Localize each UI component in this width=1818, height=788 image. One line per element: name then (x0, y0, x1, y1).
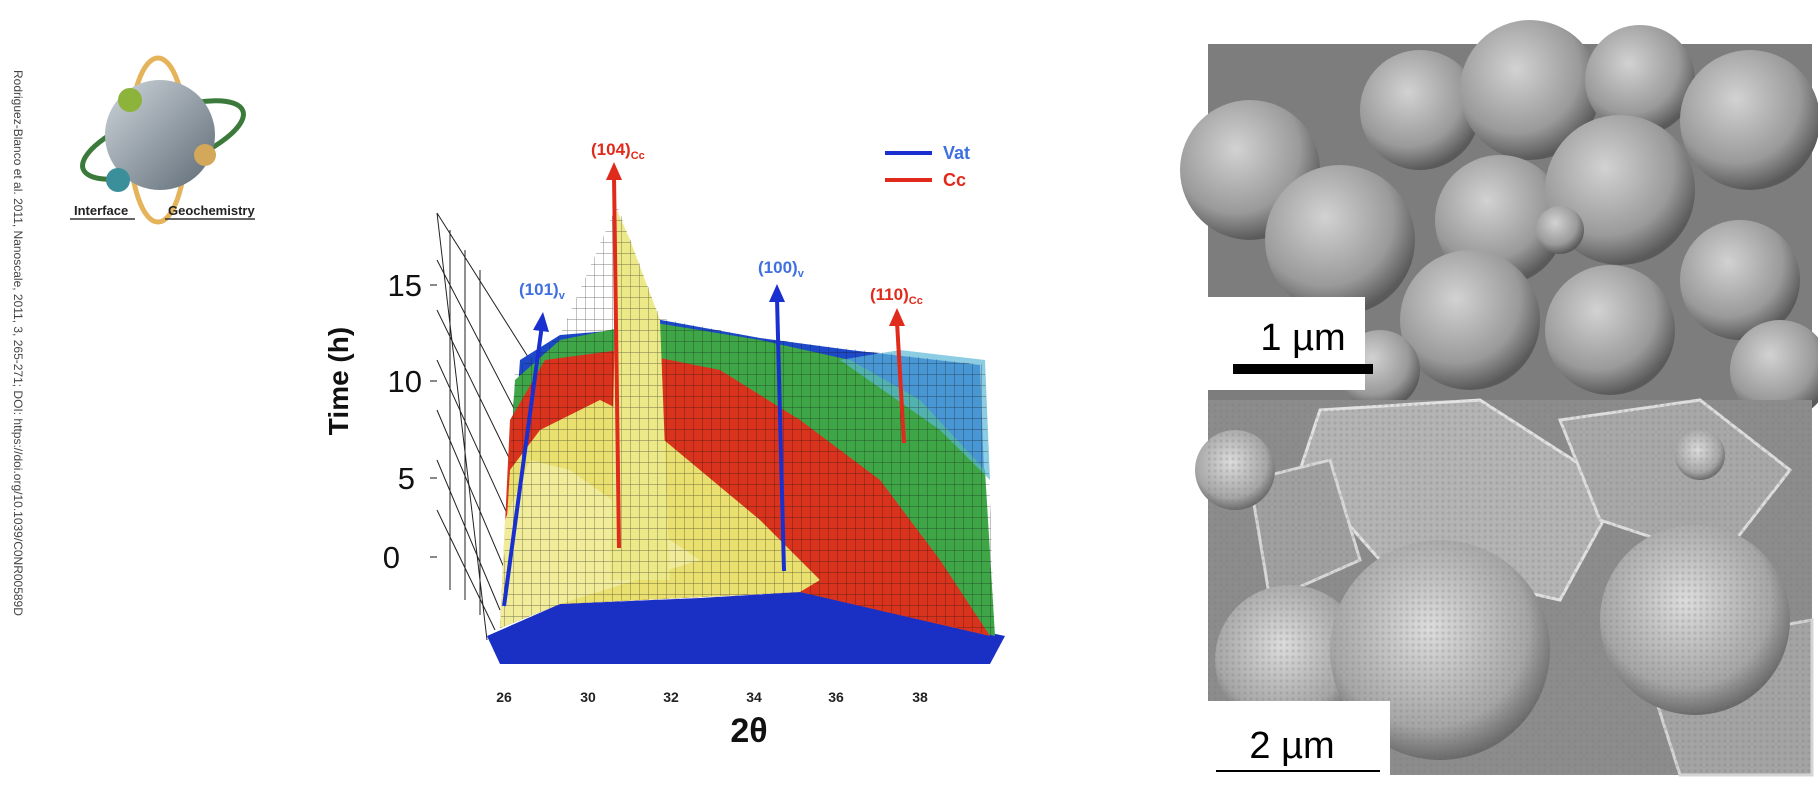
peak-label: (101)v (519, 280, 566, 302)
y-tick-label: 0 (383, 540, 400, 575)
peak-sub: Cc (909, 295, 923, 307)
peak-main: (100) (758, 258, 798, 277)
legend-label: Cc (943, 170, 966, 190)
y-tick-label: 10 (388, 364, 422, 399)
scale-label: 2 µm (1249, 725, 1334, 767)
x-tick-label: 26 (496, 689, 512, 705)
x-tick-label: 34 (746, 689, 762, 705)
x-tick-label: 36 (828, 689, 844, 705)
logo-text: Geochemistry (168, 203, 255, 218)
y-tick-label: 15 (388, 268, 422, 303)
logo: Interface Geochemistry (70, 55, 255, 225)
sem-image-bottom: 2 µm (1195, 398, 1814, 777)
surface-plot (430, 162, 1005, 664)
sem-image-top: 1 µm (1180, 20, 1818, 420)
peak-main: (101) (519, 280, 559, 299)
logo-text: Interface (74, 203, 128, 218)
peak-label: (104)Cc (591, 140, 645, 162)
x-tick-label: 32 (663, 689, 679, 705)
peak-label: (110)Cc (870, 285, 923, 307)
x-tick-label: 38 (912, 689, 928, 705)
y-tick-label: 5 (398, 461, 415, 496)
peak-sub: v (559, 290, 566, 302)
legend-label: Vat (943, 143, 970, 163)
x-axis-label: 2θ (730, 712, 767, 750)
scale-label: 1 µm (1260, 317, 1345, 359)
peak-sub: Cc (631, 150, 645, 162)
peak-main: (110) (870, 285, 909, 304)
peak-label: (100)v (758, 258, 805, 280)
peak-main: (104) (591, 140, 631, 159)
y-axis-label: Time (h) (323, 327, 354, 435)
peak-sub: v (798, 268, 805, 280)
side-note: Rodriguez-Blanco et al. 2011, Nanoscale,… (11, 70, 25, 616)
x-tick-label: 30 (580, 689, 596, 705)
